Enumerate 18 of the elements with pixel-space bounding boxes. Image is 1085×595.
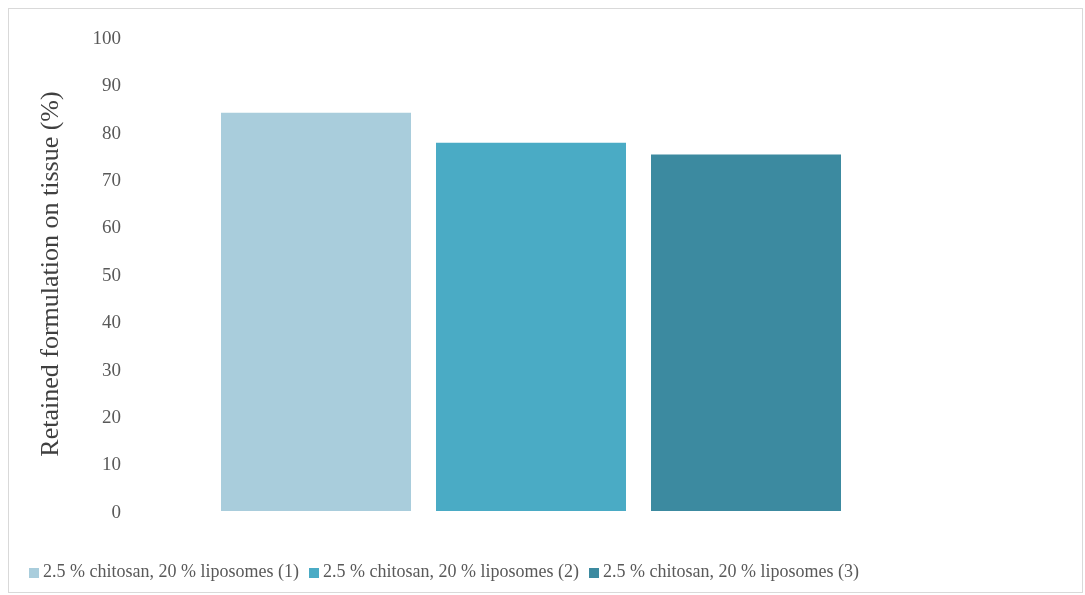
y-tick-label: 50 bbox=[102, 263, 121, 285]
bar bbox=[651, 154, 841, 511]
y-tick-label: 90 bbox=[102, 74, 121, 96]
legend-label: 2.5 % chitosan, 20 % liposomes (3) bbox=[602, 561, 859, 581]
y-tick-label: 20 bbox=[102, 405, 121, 427]
bar bbox=[436, 142, 626, 511]
bar bbox=[221, 112, 411, 511]
y-tick-label: 10 bbox=[102, 453, 121, 475]
y-tick-label: 0 bbox=[111, 500, 121, 522]
y-tick-label: 40 bbox=[102, 311, 121, 333]
legend-label: 2.5 % chitosan, 20 % liposomes (1) bbox=[43, 561, 299, 581]
y-tick-label: 30 bbox=[102, 358, 121, 380]
y-tick-label: 100 bbox=[92, 26, 121, 48]
legend-label: 2.5 % chitosan, 20 % liposomes (2) bbox=[322, 561, 579, 581]
y-tick-label: 70 bbox=[102, 168, 121, 190]
y-tick-label: 60 bbox=[102, 216, 121, 238]
y-axis-title: Retained formulation on tissue (%) bbox=[35, 91, 65, 457]
y-tick-label: 80 bbox=[102, 121, 121, 143]
